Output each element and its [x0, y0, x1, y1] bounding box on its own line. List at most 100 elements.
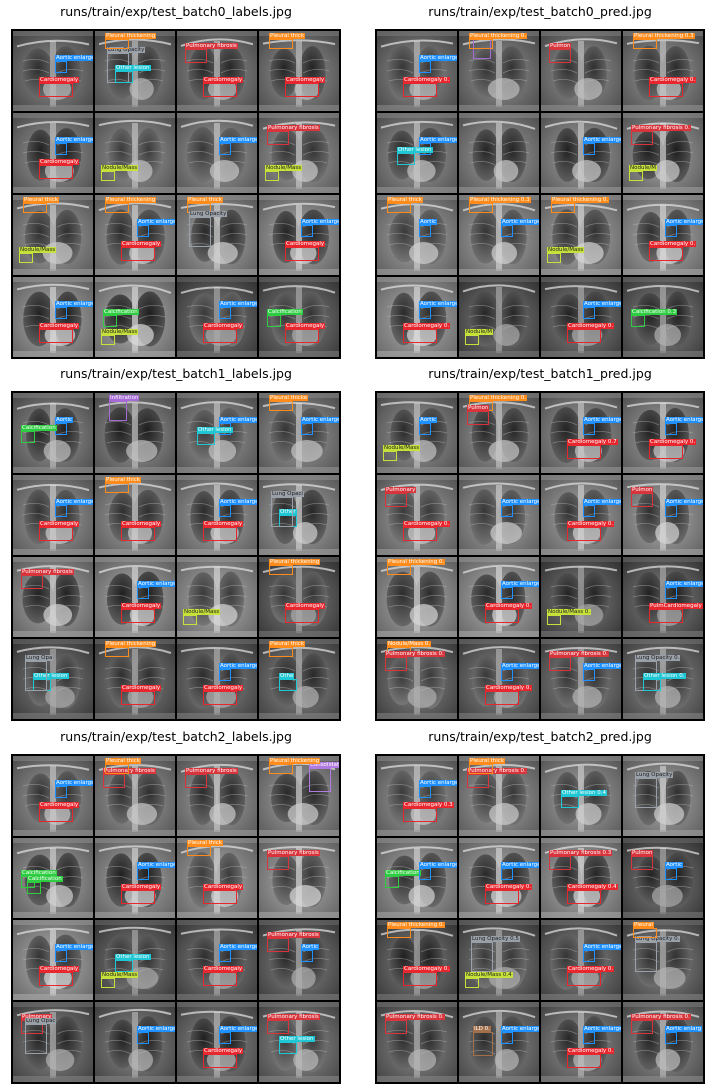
xray-tile: Aortic enlargem Cardiomegaly [259, 195, 339, 275]
xray-tile: Aortic enlargem Cardiomegaly [13, 475, 93, 555]
chest-xray-image [13, 195, 93, 275]
chest-xray-image [541, 1002, 621, 1082]
detection-label: Aortic enlargem [583, 137, 621, 143]
chest-xray-image [13, 475, 93, 555]
chest-xray-image [459, 31, 539, 111]
bounding-box [203, 527, 237, 541]
bounding-box [269, 764, 293, 774]
chest-xray-image [13, 1002, 93, 1082]
xray-tile: Aortic enlargem Cardiomegaly 0. [541, 475, 621, 555]
chest-xray-image [377, 113, 457, 193]
chest-xray-image [541, 920, 621, 1000]
chest-xray-image [459, 1002, 539, 1082]
xray-tile: Cardiomegaly Calcification [259, 277, 339, 357]
bounding-box [301, 423, 313, 435]
detection-label: Aortic enlargem [55, 137, 93, 143]
detection-label: Aortic enlargem [419, 862, 457, 868]
chest-xray-image [177, 113, 257, 193]
bounding-box [137, 868, 149, 880]
detection-label: Aortic enlargem [665, 499, 703, 505]
detection-label: Pleural thickening [105, 641, 157, 647]
xray-tile: Aortic enlargem Cardiomegaly 0. [623, 195, 703, 275]
detection-label: Aortic enlargem [583, 944, 621, 950]
detection-label: Pulmonary fibrosis [185, 768, 238, 774]
image-mosaic: Aortic enlargem Cardiomegaly 0.3 Pulmonar… [375, 754, 705, 1084]
detection-label: Lung Opacity 0. [635, 655, 681, 661]
bounding-box [471, 942, 493, 972]
chest-xray-image [377, 838, 457, 918]
xray-tile: Other lesion Lung Opa [13, 639, 93, 719]
bounding-box [633, 39, 657, 49]
bounding-box [39, 808, 73, 822]
bounding-box [39, 527, 73, 541]
chest-xray-image [13, 920, 93, 1000]
bounding-box [269, 401, 293, 411]
detection-label: Cardiomegaly 0. [567, 966, 615, 972]
xray-tile: Aortic Nodule/Mass [377, 393, 457, 473]
bounding-box [383, 451, 397, 461]
bounding-box [267, 1020, 289, 1034]
xray-tile: Other lesion Pulmonary fibrosis [259, 1002, 339, 1082]
bounding-box [203, 890, 237, 904]
xray-tile: Pleural thick Aortic [377, 195, 457, 275]
chest-xray-image [259, 639, 339, 719]
detection-label: Cardiomegaly [39, 77, 80, 83]
bounding-box [403, 527, 437, 541]
detection-label: Aortic enlargem [501, 862, 539, 868]
xray-tile: Aortic enlargem ILD 0. [459, 1002, 539, 1082]
bounding-box [665, 587, 677, 599]
xray-tile: Nodule/M [459, 277, 539, 357]
detection-label: Cardiomegaly [121, 884, 162, 890]
xray-tile: Nodule/Mass Calcification [95, 277, 175, 357]
xray-tile: Pleural thick Nodule/Mass [13, 195, 93, 275]
detection-label: Pleural thickening 0. [387, 559, 446, 565]
chest-xray-image [541, 113, 621, 193]
chest-xray-image [541, 475, 621, 555]
xray-tile: Aortic Calcification [13, 393, 93, 473]
xray-tile: Aortic enlargem Cardiomegaly [13, 920, 93, 1000]
detection-label: Calcification [27, 876, 63, 882]
chest-xray-image [459, 838, 539, 918]
detection-label: Aortic enlargem [419, 780, 457, 786]
bounding-box [55, 786, 67, 798]
bounding-box [55, 307, 67, 319]
detection-label: Pulmon [631, 850, 654, 856]
bounding-box [665, 225, 677, 237]
detection-label: Aortic [665, 862, 684, 868]
xray-tile: Aortic enlargem Pulmon [623, 475, 703, 555]
detection-label: Cardiomegaly 0.3 [403, 802, 454, 808]
bounding-box [549, 657, 571, 671]
detection-label: Nodule/Mass [383, 445, 421, 451]
detection-label: Nodule/Mass [265, 165, 303, 171]
detection-label: Pleural thick [23, 197, 60, 203]
bounding-box [105, 647, 129, 657]
bounding-box [469, 203, 493, 213]
detection-label: Nodule/M [465, 329, 493, 335]
detection-label: Nodule/Mass [19, 247, 57, 253]
detection-label: Aortic enlargem [419, 137, 457, 143]
detection-label: Pleural thickening 0.3 [633, 33, 695, 39]
bounding-box [105, 483, 129, 493]
bounding-box [105, 764, 129, 774]
xray-tile: Aortic enlargem Cardiomegaly 0. [541, 1002, 621, 1082]
bounding-box [121, 691, 155, 705]
bounding-box [183, 615, 197, 625]
bounding-box [285, 83, 319, 97]
detection-label: Aortic enlargem [301, 417, 339, 423]
bounding-box [631, 856, 653, 870]
bounding-box [643, 679, 661, 691]
bounding-box [137, 587, 149, 599]
xray-tile: Pulmonary Lung Opac [13, 1002, 93, 1082]
chest-xray-image [541, 195, 621, 275]
detection-label: Lung Opac [25, 1018, 57, 1024]
chest-xray-image [377, 756, 457, 836]
xray-tile: Lung Opacity 0.5 Nodule/Mass 0.4 [459, 920, 539, 1000]
bounding-box [633, 928, 657, 938]
xray-tile: Calcification Aortic enlargem [377, 838, 457, 918]
bounding-box [583, 669, 595, 681]
chest-xray-image [623, 277, 703, 357]
chest-xray-image [459, 920, 539, 1000]
bounding-box [121, 609, 155, 623]
xray-tile: Pleural thick Cardiomegaly [259, 31, 339, 111]
bounding-box [19, 253, 33, 263]
